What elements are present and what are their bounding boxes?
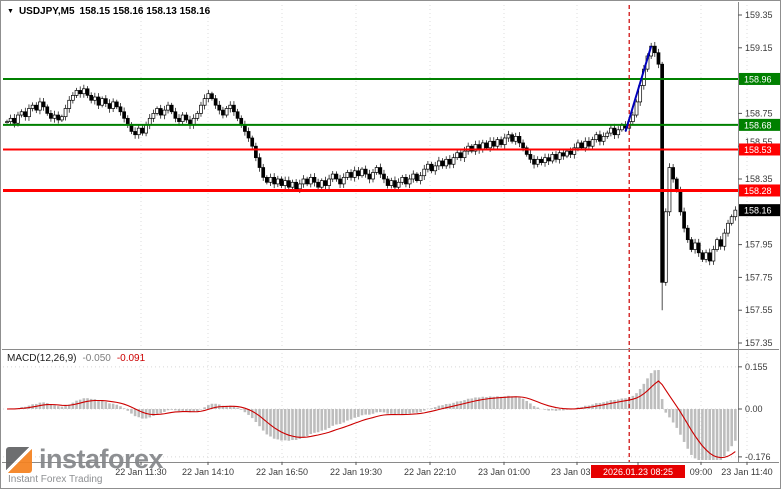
macd-name: MACD(12,26,9) — [7, 353, 77, 364]
svg-text:158.28: 158.28 — [744, 186, 772, 196]
svg-text:2026.01.23 08:25: 2026.01.23 08:25 — [603, 467, 673, 477]
svg-text:157.55: 157.55 — [745, 305, 773, 315]
macd-indicator-label: MACD(12,26,9) -0.050 -0.091 — [7, 353, 145, 364]
svg-text:23 Jan 03:40: 23 Jan 03:40 — [551, 467, 603, 477]
svg-text:22 Jan 16:50: 22 Jan 16:50 — [256, 467, 308, 477]
svg-text:22 Jan 11:30: 22 Jan 11:30 — [115, 467, 166, 477]
symbol-period-label: USDJPY,M5 — [18, 6, 75, 17]
svg-text:0.155: 0.155 — [745, 362, 768, 372]
macd-signal-value: -0.091 — [116, 353, 146, 364]
trend-line — [624, 45, 653, 132]
macd-main-value: -0.050 — [82, 353, 111, 364]
level-lines — [3, 77, 738, 192]
price-axis[interactable]: 159.35 159.15 158.75 158.55 158.35 157.95 157.… — [738, 10, 780, 348]
watermark-brand: instaforex — [39, 444, 164, 474]
macd-axis[interactable]: 0.155 0.00 -0.176 — [738, 362, 771, 462]
svg-text:-0.176: -0.176 — [745, 452, 771, 462]
svg-text:158.96: 158.96 — [744, 74, 772, 84]
svg-text:22 Jan 19:30: 22 Jan 19:30 — [330, 467, 382, 477]
svg-text:158.16: 158.16 — [744, 206, 772, 216]
svg-text:158.55: 158.55 — [745, 137, 773, 147]
svg-text:158.75: 158.75 — [745, 108, 773, 118]
svg-text:158.53: 158.53 — [744, 145, 772, 155]
svg-text:09:00: 09:00 — [690, 467, 713, 477]
symbol-dropdown-icon[interactable]: ▼ — [7, 7, 14, 15]
instaforex-watermark: instaforex Instant Forex Trading — [6, 444, 164, 485]
instaforex-logo-icon — [6, 446, 32, 473]
svg-text:158.68: 158.68 — [744, 120, 772, 130]
svg-text:158.35: 158.35 — [745, 174, 773, 184]
time-gridlines — [140, 5, 748, 462]
watermark-tagline: Instant Forex Trading — [8, 474, 103, 485]
candles — [5, 41, 738, 311]
svg-text:22 Jan 22:10: 22 Jan 22:10 — [404, 467, 456, 477]
chart-title: ▼ USDJPY,M5 158.15 158.16 158.13 158.16 — [7, 6, 210, 17]
ohlc-values: 158.15 158.16 158.13 158.16 — [79, 6, 211, 17]
time-axis[interactable]: 22 Jan 11:30 22 Jan 14:10 22 Jan 16:50 22 J… — [115, 462, 773, 478]
svg-text:159.35: 159.35 — [745, 10, 773, 20]
svg-text:159.15: 159.15 — [745, 43, 773, 53]
svg-text:0.00: 0.00 — [745, 404, 763, 414]
svg-text:157.35: 157.35 — [745, 338, 773, 348]
svg-text:157.75: 157.75 — [745, 272, 773, 282]
svg-text:23 Jan 11:40: 23 Jan 11:40 — [721, 467, 772, 477]
pane-borders — [2, 2, 779, 463]
macd-signal-line — [6, 380, 736, 459]
svg-text:157.95: 157.95 — [745, 240, 773, 250]
svg-text:22 Jan 14:10: 22 Jan 14:10 — [182, 467, 234, 477]
svg-text:23 Jan 01:00: 23 Jan 01:00 — [478, 467, 530, 477]
